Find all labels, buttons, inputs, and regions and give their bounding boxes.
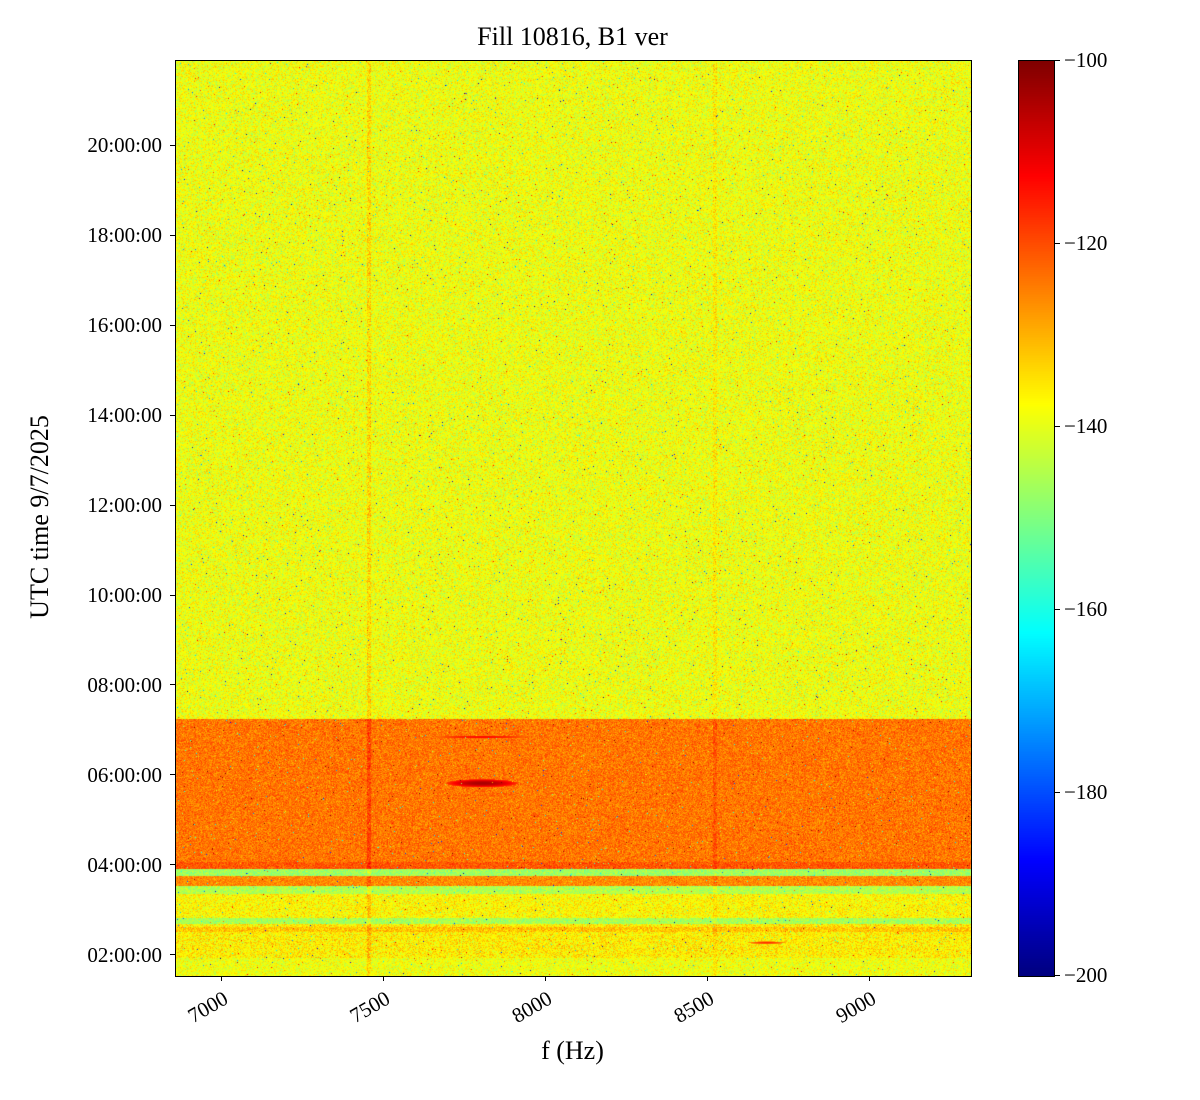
colorbar-tick-label: −160 — [1064, 597, 1108, 621]
plot-title: Fill 10816, B1 ver — [477, 22, 668, 51]
y-tick-mark — [170, 954, 175, 956]
x-tick-mark — [707, 976, 709, 981]
y-tick-label: 08:00:00 — [87, 672, 162, 697]
y-tick-mark — [170, 504, 175, 506]
colorbar-tick-mark — [1055, 425, 1060, 427]
plot-area — [175, 60, 972, 977]
colorbar-tick-mark — [1055, 59, 1060, 61]
colorbar-tick-label: −200 — [1064, 963, 1108, 987]
colorbar-tick-label: −140 — [1064, 414, 1108, 438]
y-tick-label: 14:00:00 — [87, 403, 162, 428]
spectrogram-heatmap — [176, 61, 971, 976]
colorbar — [1018, 60, 1055, 977]
y-tick-label: 12:00:00 — [87, 493, 162, 518]
x-tick-mark — [869, 976, 871, 981]
colorbar-tick-mark — [1055, 974, 1060, 976]
y-tick-mark — [170, 324, 175, 326]
y-tick-label: 06:00:00 — [87, 762, 162, 787]
colorbar-tick-mark — [1055, 791, 1060, 793]
x-tick-mark — [545, 976, 547, 981]
y-tick-mark — [170, 864, 175, 866]
colorbar-tick-label: −180 — [1064, 780, 1108, 804]
y-tick-mark — [170, 144, 175, 146]
colorbar-tick-mark — [1055, 608, 1060, 610]
y-tick-label: 10:00:00 — [87, 583, 162, 608]
y-tick-label: 18:00:00 — [87, 223, 162, 248]
x-axis-label: f (Hz) — [541, 1036, 604, 1065]
y-tick-mark — [170, 684, 175, 686]
y-tick-mark — [170, 234, 175, 236]
colorbar-tick-mark — [1055, 242, 1060, 244]
x-tick-mark — [221, 976, 223, 981]
y-tick-mark — [170, 414, 175, 416]
colorbar-tick-label: −120 — [1064, 231, 1108, 255]
colorbar-tick-label: −100 — [1064, 48, 1108, 72]
y-tick-label: 20:00:00 — [87, 133, 162, 158]
y-tick-mark — [170, 594, 175, 596]
y-tick-mark — [170, 774, 175, 776]
y-tick-label: 04:00:00 — [87, 852, 162, 877]
y-tick-label: 02:00:00 — [87, 942, 162, 967]
y-tick-label: 16:00:00 — [87, 313, 162, 338]
colorbar-gradient — [1019, 61, 1054, 976]
x-tick-mark — [383, 976, 385, 981]
